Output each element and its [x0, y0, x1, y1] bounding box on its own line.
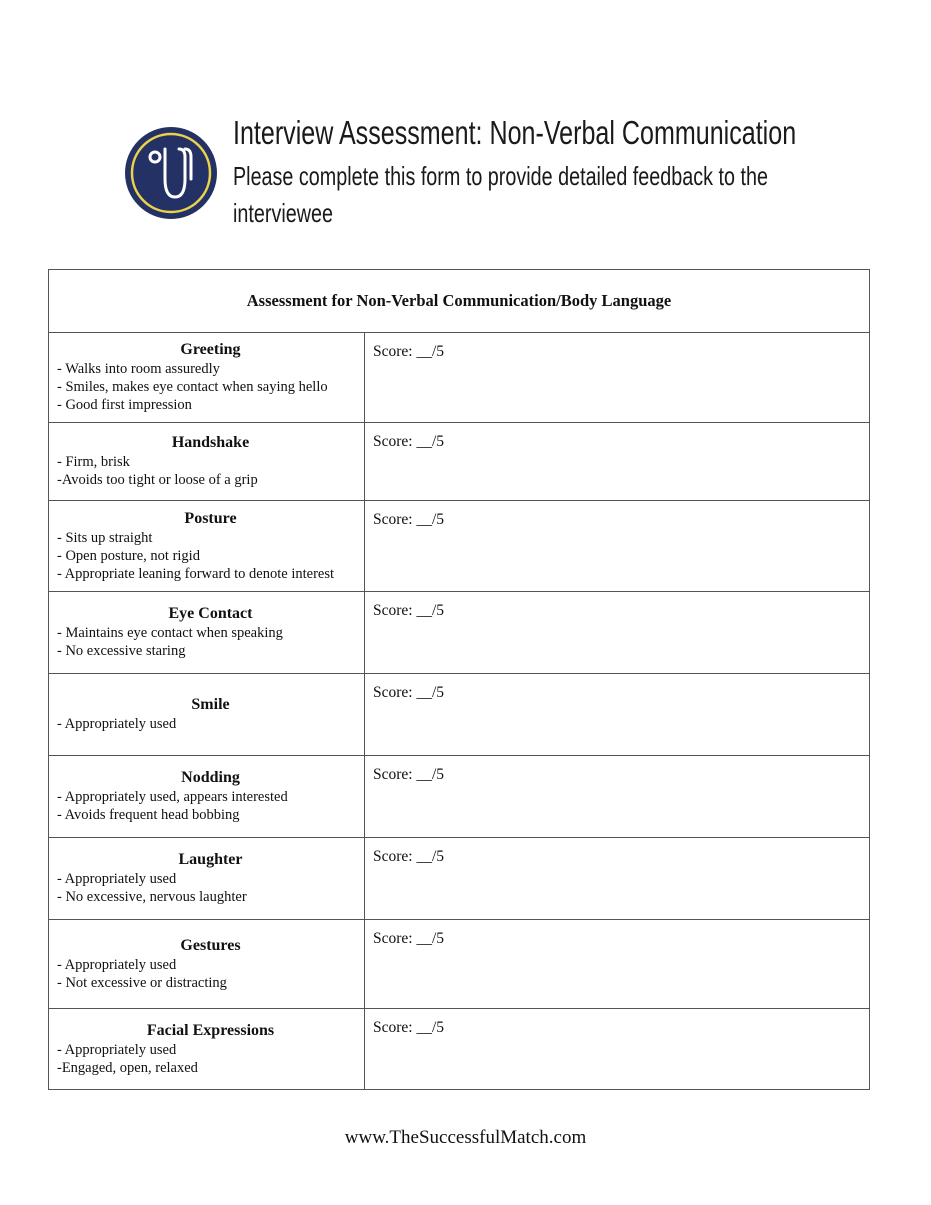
criterion-item: - Sits up straight [57, 529, 153, 546]
criterion-cell: Laughter - Appropriately used - No excessi… [48, 837, 365, 920]
score-cell[interactable]: Score: __/5 [364, 422, 870, 501]
score-cell[interactable]: Score: __/5 [364, 591, 870, 674]
table-row: Handshake - Firm, brisk -Avoids too tight … [48, 422, 870, 501]
criterion-title: Gestures [180, 936, 241, 954]
criterion-title: Eye Contact [168, 605, 253, 622]
criterion-item: - Appropriately used [57, 956, 177, 973]
criterion-title: Facial Expressions [146, 1021, 275, 1039]
table-heading: Assessment for Non-Verbal Communication/… [48, 269, 870, 333]
criterion-cell: Handshake - Firm, brisk -Avoids too tight … [48, 422, 365, 501]
criterion-title: Handshake [171, 434, 250, 451]
table-row: Eye Contact - Maintains eye contact when … [48, 591, 870, 674]
table-row: Nodding - Appropriately used, appears int… [48, 755, 870, 838]
table-row: Gestures - Appropriately used - Not excess… [48, 919, 870, 1009]
criterion-cell: Eye Contact - Maintains eye contact when … [48, 591, 365, 674]
score-cell[interactable]: Score: __/5 [364, 673, 870, 756]
table-row: Facial Expressions - Appropriately used -E… [48, 1008, 870, 1090]
footer-url: www.TheSuccessfulMatch.com [344, 1127, 587, 1148]
score-cell[interactable]: Score: __/5 [364, 837, 870, 920]
criterion-cell: Smile - Appropriately used [48, 673, 365, 756]
criterion-item: - Appropriately used [57, 1041, 177, 1058]
score-cell[interactable]: Score: __/5 [364, 919, 870, 1009]
criterion-cell: Facial Expressions - Appropriately used -E… [48, 1008, 365, 1090]
criterion-item: - Firm, brisk [57, 454, 130, 470]
criterion-cell: Nodding - Appropriately used, appears int… [48, 755, 365, 838]
page-title: Interview Assessment: Non-Verbal Communi… [233, 114, 797, 151]
criterion-item: - Appropriately used, appears interested [57, 789, 288, 805]
criterion-item: - Maintains eye contact when speaking [57, 625, 283, 641]
score-cell[interactable]: Score: __/5 [364, 1008, 870, 1090]
criterion-title: Nodding [181, 769, 240, 786]
stethoscope-icon [125, 127, 217, 219]
criterion-item: - Open posture, not rigid [57, 547, 200, 564]
score-cell[interactable]: Score: __/5 [364, 500, 870, 592]
criterion-item: - Walks into room assuredly [57, 361, 220, 377]
criterion-title: Smile [191, 696, 230, 713]
table-row: Posture - Sits up straight - Open posture,… [48, 500, 870, 592]
criterion-item: - No excessive staring [57, 643, 186, 659]
criterion-item: - Not excessive or distracting [57, 974, 227, 991]
criterion-item: - No excessive, nervous laughter [57, 889, 247, 905]
criterion-item: - Smiles, makes eye contact when saying … [57, 379, 328, 395]
criterion-item: - Appropriately used [57, 716, 177, 732]
criterion-item: - Appropriate leaning forward to denote … [57, 565, 335, 582]
criterion-title: Greeting [180, 341, 241, 358]
score-cell[interactable]: Score: __/5 [364, 332, 870, 423]
criterion-cell: Posture - Sits up straight - Open posture,… [48, 500, 365, 592]
score-cell[interactable]: Score: __/5 [364, 755, 870, 838]
criterion-item: - Appropriately used [57, 871, 177, 887]
criterion-item: -Avoids too tight or loose of a grip [57, 472, 258, 488]
criterion-title: Laughter [178, 851, 243, 868]
criterion-title: Posture [184, 509, 237, 527]
table-row: Laughter - Appropriately used - No excessi… [48, 837, 870, 920]
criterion-cell: Gestures - Appropriately used - Not excess… [48, 919, 365, 1009]
criterion-item: -Engaged, open, relaxed [57, 1059, 198, 1076]
table-row: Greeting - Walks into room assuredly - Smi… [48, 332, 870, 423]
page-subtitle: Please complete this form to provide det… [233, 161, 768, 228]
criterion-item: - Good first impression [57, 397, 192, 413]
table-row: Smile - Appropriately used Score: __/5 [48, 673, 870, 756]
assessment-table: Assessment for Non-Verbal Communication/… [48, 269, 870, 1090]
criterion-item: - Avoids frequent head bobbing [57, 807, 240, 823]
criterion-cell: Greeting - Walks into room assuredly - Smi… [48, 332, 365, 423]
